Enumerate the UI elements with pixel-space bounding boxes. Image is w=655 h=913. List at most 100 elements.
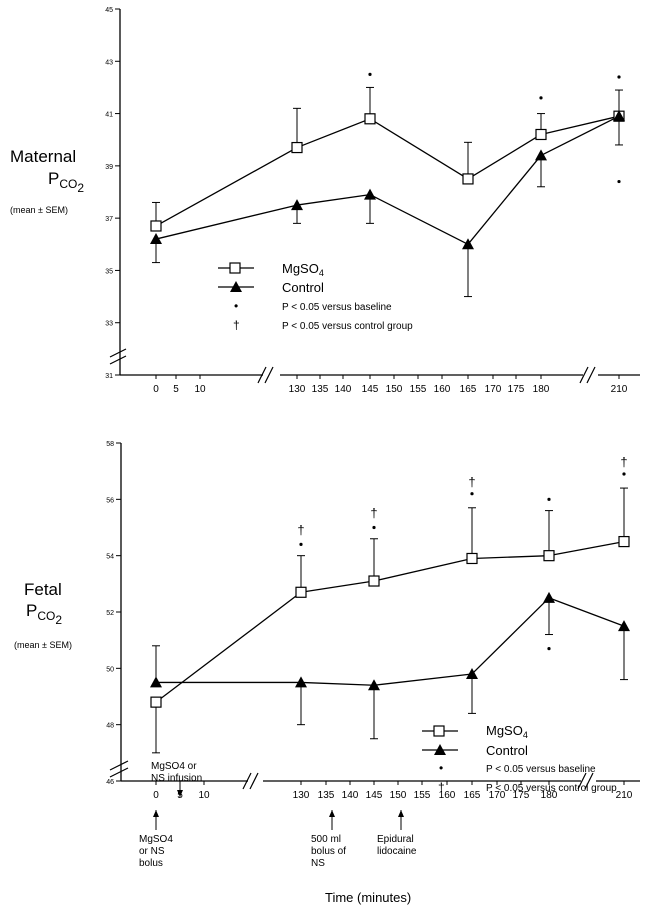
- significance-dot: [617, 179, 621, 184]
- y-tick-label: 33: [105, 321, 113, 328]
- significance-dot: [470, 492, 474, 496]
- maternal-x-ticks: 0 5 10 130 135 140 145 150 155 160 165 170 175 180 210: [153, 375, 628, 395]
- legend-square-marker: [229, 262, 241, 274]
- mgso4-line-segment: [155, 591, 302, 703]
- x-axis-title: Time (minutes): [325, 890, 411, 905]
- x-tick-label: 150: [390, 790, 407, 801]
- control-point: [462, 238, 474, 250]
- maternal-legend: MgSO4 Control • P < 0.05 versus baseline…: [218, 261, 413, 332]
- significance-dagger: †: [370, 505, 377, 520]
- x-tick-label: 155: [414, 790, 431, 801]
- control-line-segment: [155, 204, 298, 240]
- x-tick-label: 145: [366, 790, 383, 801]
- mgso4-line-segment: [467, 133, 542, 180]
- legend-square-marker: [433, 725, 445, 737]
- mgso4-point: [466, 552, 478, 565]
- x-tick-label: 140: [342, 790, 359, 801]
- x-tick-label: 175: [508, 384, 525, 395]
- annotation-ns-bolus: NS: [311, 858, 325, 869]
- x-tick-label: 130: [293, 790, 310, 801]
- y-tick-label: 43: [105, 59, 113, 66]
- x-tick-label: 10: [194, 384, 206, 395]
- mgso4-line-segment: [471, 555, 550, 560]
- legend-triangle-marker: [434, 744, 446, 755]
- control-point: [543, 591, 555, 603]
- y-tick-label: 58: [106, 441, 114, 448]
- y-tick-label: 37: [105, 216, 113, 223]
- fetal-significance: † † † †: [297, 455, 628, 651]
- mgso4-point: [618, 535, 630, 548]
- y-tick-label: 39: [105, 164, 113, 171]
- control-line-segment: [296, 193, 371, 206]
- legend-dagger-symbol: †: [438, 780, 445, 794]
- mgso4-point: [368, 575, 380, 587]
- y-tick-label: 48: [106, 723, 114, 730]
- maternal-axis-breaks: [109, 348, 596, 384]
- x-tick-label: 165: [464, 790, 481, 801]
- maternal-ylabel: Maternal: [10, 147, 76, 166]
- control-point: [535, 149, 547, 161]
- mgso4-point: [295, 586, 307, 598]
- y-tick-label: 56: [106, 497, 114, 504]
- x-tick-label: 160: [434, 384, 451, 395]
- control-point: [295, 676, 307, 688]
- fetal-markers: [150, 535, 630, 708]
- legend-control: Control: [486, 743, 528, 758]
- significance-dot: [372, 525, 376, 530]
- control-point: [364, 188, 376, 200]
- mgso4-line-segment: [155, 146, 298, 227]
- x-tick-label: 210: [611, 384, 628, 395]
- control-line-segment: [373, 673, 473, 686]
- mgso4-line-segment: [296, 118, 371, 149]
- control-point: [368, 679, 380, 691]
- control-point: [150, 233, 162, 245]
- mgso4-point: [364, 113, 376, 125]
- legend-triangle-marker: [230, 281, 242, 292]
- significance-dot: [299, 542, 303, 547]
- annotation-arrowhead: [329, 810, 335, 817]
- x-tick-label: 0: [153, 790, 159, 801]
- maternal-error-bars: [152, 86, 623, 298]
- control-point: [291, 199, 303, 211]
- maternal-y-ticks: 31 33 35 37 39 41 43 45: [105, 7, 120, 380]
- fetal-series-lines: [155, 540, 625, 703]
- annotation-ns-bolus: bolus of: [311, 846, 346, 857]
- control-point: [466, 667, 478, 679]
- significance-dot: [622, 472, 626, 476]
- legend-dot-text: P < 0.05 versus baseline: [486, 764, 596, 775]
- maternal-markers: [150, 110, 625, 250]
- legend-dot-symbol: •: [234, 299, 238, 313]
- control-line-segment: [467, 154, 542, 245]
- y-tick-label: 52: [106, 610, 114, 617]
- significance-dot: [547, 497, 551, 501]
- maternal-panel: Maternal PCO2 (mean ± SEM) 31 33 35 37 39 41 4…: [10, 7, 640, 395]
- fetal-ylabel-pco2: PCO2: [26, 601, 62, 627]
- legend-dagger-symbol: †: [233, 318, 240, 332]
- y-tick-label: 54: [106, 554, 114, 561]
- x-tick-label: 210: [616, 790, 633, 801]
- annotation-arrowhead: [153, 810, 159, 817]
- y-tick-label: 41: [105, 112, 113, 119]
- maternal-ylabel-note: (mean ± SEM): [10, 205, 68, 215]
- fetal-legend: MgSO4 Control • P < 0.05 versus baseline…: [422, 723, 617, 794]
- x-tick-label: 5: [173, 384, 179, 395]
- mgso4-point: [462, 173, 474, 185]
- annotation-ns-bolus: 500 ml: [311, 834, 341, 845]
- x-tick-label: 140: [335, 384, 352, 395]
- significance-dagger: †: [620, 455, 627, 470]
- legend-mgso4: MgSO4: [282, 261, 324, 278]
- x-tick-label: 180: [533, 384, 550, 395]
- mgso4-line-segment: [373, 557, 473, 582]
- mgso4-line-segment: [548, 540, 625, 557]
- annotation-infusion: MgSO4 or: [151, 761, 197, 772]
- legend-dot-text: P < 0.05 versus baseline: [282, 302, 392, 313]
- annotation-bolus: or NS: [139, 846, 165, 857]
- maternal-significance: [368, 72, 621, 184]
- control-line-segment: [471, 597, 550, 675]
- fetal-error-bars: [152, 487, 628, 754]
- mgso4-line-segment: [369, 118, 469, 180]
- annotation-bolus: bolus: [139, 858, 163, 869]
- annotation-arrowhead: [398, 810, 404, 817]
- legend-dot-symbol: •: [439, 761, 443, 775]
